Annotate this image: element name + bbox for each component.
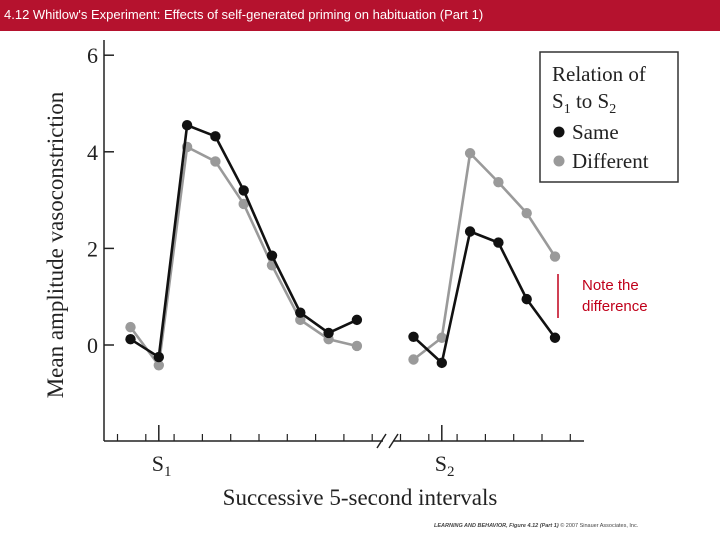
legend-different-label: Different: [572, 149, 649, 173]
y-tick-label: 2: [87, 236, 98, 261]
y-axis-label: Mean amplitude vasoconstriction: [43, 91, 68, 398]
legend-subtitle: S1 to S2: [552, 89, 616, 117]
break-slash-2: [388, 433, 399, 449]
data-point-different: [436, 332, 447, 343]
credit-book: LEARNING AND BEHAVIOR, Figure 4.12 (Part…: [434, 523, 559, 529]
data-point-same: [408, 331, 419, 342]
data-point-same: [181, 120, 193, 131]
note-text: Note the difference: [582, 277, 648, 315]
data-point-different: [210, 156, 221, 167]
series-line-same: [412, 230, 557, 365]
legend-subtitle-to-s2: to S: [571, 89, 610, 113]
data-point-different: [125, 321, 136, 333]
legend-subtitle-s2-sub: 2: [609, 102, 616, 117]
data-point-different: [549, 251, 561, 262]
data-point-same: [125, 334, 136, 345]
data-point-different: [493, 177, 504, 188]
data-point-different: [238, 198, 249, 210]
slide-title: 4.12 Whitlow's Experiment: Effects of se…: [0, 0, 720, 31]
data-point-different: [521, 207, 532, 219]
stimulus-label: S2: [435, 451, 455, 480]
data-point-same: [153, 351, 164, 363]
data-point-same: [210, 131, 221, 142]
data-point-different: [153, 360, 164, 371]
axis-break-mark: [376, 433, 399, 449]
stimulus-label-subscript: 1: [164, 464, 172, 480]
data-point-same: [493, 237, 504, 248]
data-point-different: [351, 340, 363, 352]
x-ticks: [116, 434, 571, 441]
data-point-same: [295, 307, 306, 318]
series-line-different: [412, 151, 557, 361]
credit-copyright: © 2007 Sinauer Associates, Inc.: [560, 523, 639, 529]
data-point-different: [464, 148, 476, 159]
legend: Relation of S1 to S2 Same Different: [539, 51, 679, 183]
legend-subtitle-s1: S: [552, 89, 564, 113]
data-point-different: [408, 354, 419, 365]
x-markers: S1 S2: [152, 425, 455, 480]
series-layer: [125, 120, 561, 371]
y-tick-label: 4: [87, 140, 98, 165]
data-point-same: [549, 332, 561, 343]
data-point-same: [436, 357, 447, 369]
data-point-same: [521, 293, 532, 305]
y-ticks: 0 2 4 6: [87, 43, 114, 358]
y-tick-label: 0: [87, 333, 98, 358]
data-point-different: [295, 314, 306, 326]
x-axis-label: Successive 5-second intervals: [223, 485, 498, 510]
legend-same-marker: [553, 126, 565, 138]
legend-subtitle-s1-sub: 1: [564, 102, 571, 117]
data-point-same: [266, 250, 278, 261]
stimulus-label-subscript: 2: [447, 464, 455, 480]
y-tick-label: 6: [87, 43, 98, 68]
legend-different-marker: [553, 155, 565, 167]
data-point-same: [464, 226, 476, 237]
legend-title: Relation of: [552, 62, 646, 86]
legend-same-label: Same: [572, 120, 619, 144]
series-line-different: [129, 145, 358, 367]
figure-credit: LEARNING AND BEHAVIOR, Figure 4.12 (Part…: [434, 523, 714, 529]
data-point-same: [238, 185, 249, 196]
stimulus-label: S1: [152, 451, 172, 480]
data-point-same: [323, 327, 334, 339]
break-slash-1: [376, 433, 387, 449]
data-point-same: [351, 314, 363, 326]
